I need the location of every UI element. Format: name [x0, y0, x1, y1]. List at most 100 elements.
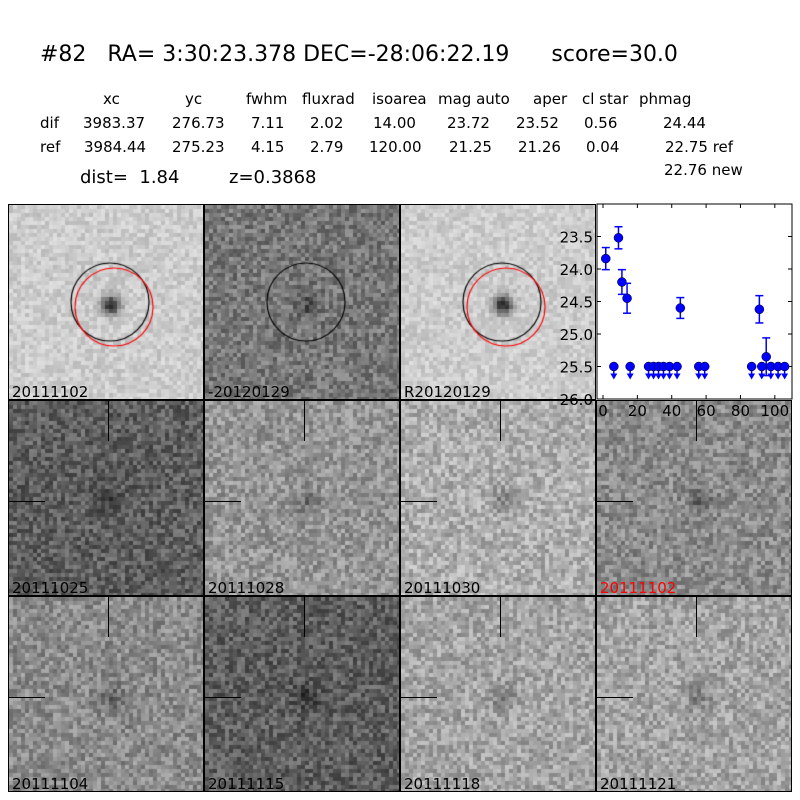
upper-limit-arrow — [610, 373, 618, 380]
upper-limit-arrow — [655, 373, 663, 380]
table-cell: 24.44 — [663, 114, 706, 132]
table-cell: 7.11 — [251, 114, 285, 132]
upper-limit-arrow — [673, 373, 681, 380]
phmag-new: 22.76 new — [664, 161, 743, 179]
cutout-panel: 20111118 — [400, 596, 596, 792]
panel-date-label: 20111028 — [208, 579, 285, 596]
crosshair-horizontal — [205, 697, 241, 698]
panel-date-label: 20111104 — [12, 775, 89, 792]
upper-limit-arrow — [748, 373, 756, 380]
crosshair-horizontal — [401, 697, 437, 698]
panel-date-label: 20111115 — [208, 775, 285, 792]
x-tick-label: 80 — [731, 402, 750, 420]
row-label: ref — [40, 138, 61, 156]
crosshair-horizontal — [597, 697, 633, 698]
table-cell: 0.56 — [584, 114, 618, 132]
cutout-panel: 20111102 — [8, 204, 204, 400]
cutout-image — [597, 597, 791, 791]
table-cell: 23.52 — [516, 114, 559, 132]
cutout-panel: 20111025 — [8, 400, 204, 596]
table-cell: 3983.37 — [83, 114, 146, 132]
panel-date-label: R20120129 — [404, 383, 491, 400]
upper-limit-arrow — [645, 373, 653, 380]
table-cell: 120.00 — [369, 138, 422, 156]
detection-point — [754, 304, 765, 315]
column-header: phmag — [639, 90, 692, 108]
table-cell: 21.26 — [518, 138, 561, 156]
table-cell: 3984.44 — [84, 138, 147, 156]
table-cell: 0.04 — [586, 138, 620, 156]
cutout-image — [401, 205, 595, 399]
cutout-panel: R20120129 — [400, 204, 596, 400]
table-cell: 2.79 — [310, 138, 344, 156]
column-header: fwhm — [246, 90, 288, 108]
crosshair-vertical — [500, 401, 501, 441]
crosshair-vertical — [108, 401, 109, 441]
detection-point — [761, 352, 771, 362]
dist-text: dist= 1.84 — [80, 167, 180, 188]
table-cell: 275.23 — [172, 138, 225, 156]
column-header: isoarea — [372, 90, 427, 108]
panel-date-label: 20111102 — [12, 383, 89, 400]
upper-limit-arrow — [659, 373, 667, 380]
cutout-panel: 20111030 — [400, 400, 596, 596]
x-tick-label: 20 — [628, 402, 647, 420]
panel-date-label: 20111025 — [12, 579, 89, 596]
upper-limit-arrow — [626, 373, 634, 380]
cutout-panel: 20111104 — [8, 596, 204, 792]
detection-point — [613, 233, 624, 243]
detection-point — [622, 293, 632, 303]
column-header: mag auto — [438, 90, 510, 108]
panel-date-label: 20111118 — [404, 775, 481, 792]
panel-date-label: 20111030 — [404, 579, 481, 596]
cutout-image — [9, 597, 203, 791]
upper-limit-arrow — [650, 373, 658, 380]
y-tick-label: 26.0 — [560, 391, 593, 409]
cutout-image — [205, 597, 399, 791]
column-header: yc — [185, 90, 203, 108]
upper-limit-arrow — [701, 373, 709, 380]
cutout-image — [401, 597, 595, 791]
panel-date-label: 20111102 — [600, 579, 677, 596]
crosshair-vertical — [304, 597, 305, 637]
light-curve-chart: 0 20 40 60 80 100 23.5 24.0 24.5 25.0 25.5 26.0 — [560, 203, 793, 420]
crosshair-horizontal — [597, 501, 633, 502]
crosshair-horizontal — [9, 501, 45, 502]
crosshair-vertical — [304, 401, 305, 441]
upper-limit-point — [779, 361, 790, 372]
upper-limit-point — [757, 361, 767, 372]
detection-point — [617, 277, 627, 287]
upper-limit-arrow — [695, 373, 703, 380]
cutout-panel: 20111121 — [596, 596, 792, 792]
detection-point — [601, 253, 611, 264]
upper-limit-arrow — [767, 373, 775, 380]
cutout-panel: -20120129 — [204, 204, 400, 400]
panel-date-label: 20111121 — [600, 775, 677, 792]
crosshair-vertical — [500, 597, 501, 637]
upper-limit-arrow — [666, 373, 674, 380]
x-tick-label: 100 — [760, 402, 789, 420]
table-cell: 14.00 — [373, 114, 416, 132]
table-cell: 2.02 — [310, 114, 344, 132]
panel-date-label: -20120129 — [208, 383, 290, 400]
upper-limit-arrow — [758, 373, 766, 380]
crosshair-vertical — [696, 597, 697, 637]
x-tick-label: 60 — [697, 402, 716, 420]
table-cell: 21.25 — [449, 138, 492, 156]
column-header: cl star — [582, 90, 629, 108]
cutout-image — [9, 401, 203, 595]
cutout-image — [205, 401, 399, 595]
x-tick-label: 40 — [662, 402, 681, 420]
crosshair-vertical — [108, 597, 109, 637]
redshift-text: z=0.3868 — [229, 167, 317, 188]
crosshair-vertical — [696, 401, 697, 441]
crosshair-horizontal — [205, 501, 241, 502]
cutout-image — [9, 205, 203, 399]
figure-title: #82 RA= 3:30:23.378 DEC=-28:06:22.19 sco… — [40, 42, 678, 67]
cutout-panel: 20111028 — [204, 400, 400, 596]
y-tick-label: 23.5 — [560, 229, 593, 247]
detection-point — [675, 303, 686, 313]
column-header: xc — [103, 90, 120, 108]
row-label: dif — [40, 114, 59, 132]
